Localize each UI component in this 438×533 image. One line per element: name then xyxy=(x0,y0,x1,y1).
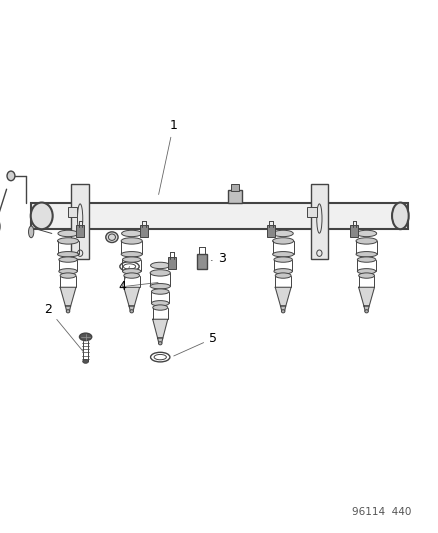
Text: 96114  440: 96114 440 xyxy=(351,507,411,516)
Ellipse shape xyxy=(158,342,162,345)
Ellipse shape xyxy=(272,238,293,244)
Polygon shape xyxy=(275,287,290,306)
Polygon shape xyxy=(60,287,76,306)
Bar xyxy=(76,225,84,237)
Ellipse shape xyxy=(31,203,53,229)
Ellipse shape xyxy=(272,252,293,257)
Bar xyxy=(230,184,238,191)
Ellipse shape xyxy=(28,226,34,238)
Ellipse shape xyxy=(391,203,408,229)
Ellipse shape xyxy=(355,252,376,257)
Ellipse shape xyxy=(59,269,77,274)
Ellipse shape xyxy=(106,232,118,243)
Ellipse shape xyxy=(7,171,15,181)
Ellipse shape xyxy=(121,252,142,257)
Polygon shape xyxy=(280,306,285,311)
Text: 5: 5 xyxy=(173,332,216,356)
Ellipse shape xyxy=(357,269,375,274)
Ellipse shape xyxy=(121,238,142,244)
Ellipse shape xyxy=(60,273,76,278)
Ellipse shape xyxy=(121,230,141,237)
Ellipse shape xyxy=(272,230,293,237)
Ellipse shape xyxy=(57,238,78,244)
Polygon shape xyxy=(124,287,139,306)
Polygon shape xyxy=(358,287,374,306)
Ellipse shape xyxy=(152,305,167,310)
Bar xyxy=(168,257,176,269)
Ellipse shape xyxy=(58,230,78,237)
Ellipse shape xyxy=(150,262,170,269)
Ellipse shape xyxy=(124,273,139,278)
Ellipse shape xyxy=(281,310,284,313)
Ellipse shape xyxy=(355,238,376,244)
Bar xyxy=(227,190,241,203)
Polygon shape xyxy=(152,319,167,338)
Ellipse shape xyxy=(79,333,92,341)
Polygon shape xyxy=(65,306,71,311)
Bar xyxy=(140,225,148,237)
Bar xyxy=(310,184,327,259)
Ellipse shape xyxy=(273,257,292,262)
Ellipse shape xyxy=(57,252,78,257)
Bar xyxy=(350,225,357,237)
Text: 3: 3 xyxy=(211,252,225,265)
Bar xyxy=(31,203,407,229)
Bar xyxy=(67,207,77,217)
Ellipse shape xyxy=(82,359,88,364)
Bar xyxy=(71,184,88,259)
Ellipse shape xyxy=(150,284,170,289)
Bar xyxy=(306,207,316,217)
Polygon shape xyxy=(363,306,368,311)
Ellipse shape xyxy=(275,273,290,278)
Ellipse shape xyxy=(150,270,170,276)
Ellipse shape xyxy=(357,257,375,262)
Ellipse shape xyxy=(59,257,77,262)
Ellipse shape xyxy=(122,257,141,262)
Ellipse shape xyxy=(356,230,376,237)
Text: 1: 1 xyxy=(158,119,177,195)
Polygon shape xyxy=(129,306,134,311)
Text: 4: 4 xyxy=(118,280,126,293)
Text: 2: 2 xyxy=(44,303,84,352)
Ellipse shape xyxy=(273,269,292,274)
Ellipse shape xyxy=(358,273,374,278)
Ellipse shape xyxy=(66,310,70,313)
Bar xyxy=(266,225,274,237)
Bar xyxy=(197,254,206,269)
Polygon shape xyxy=(157,338,162,343)
Ellipse shape xyxy=(364,310,367,313)
Ellipse shape xyxy=(130,310,133,313)
Ellipse shape xyxy=(151,301,169,306)
Ellipse shape xyxy=(122,269,141,274)
Ellipse shape xyxy=(151,289,169,294)
